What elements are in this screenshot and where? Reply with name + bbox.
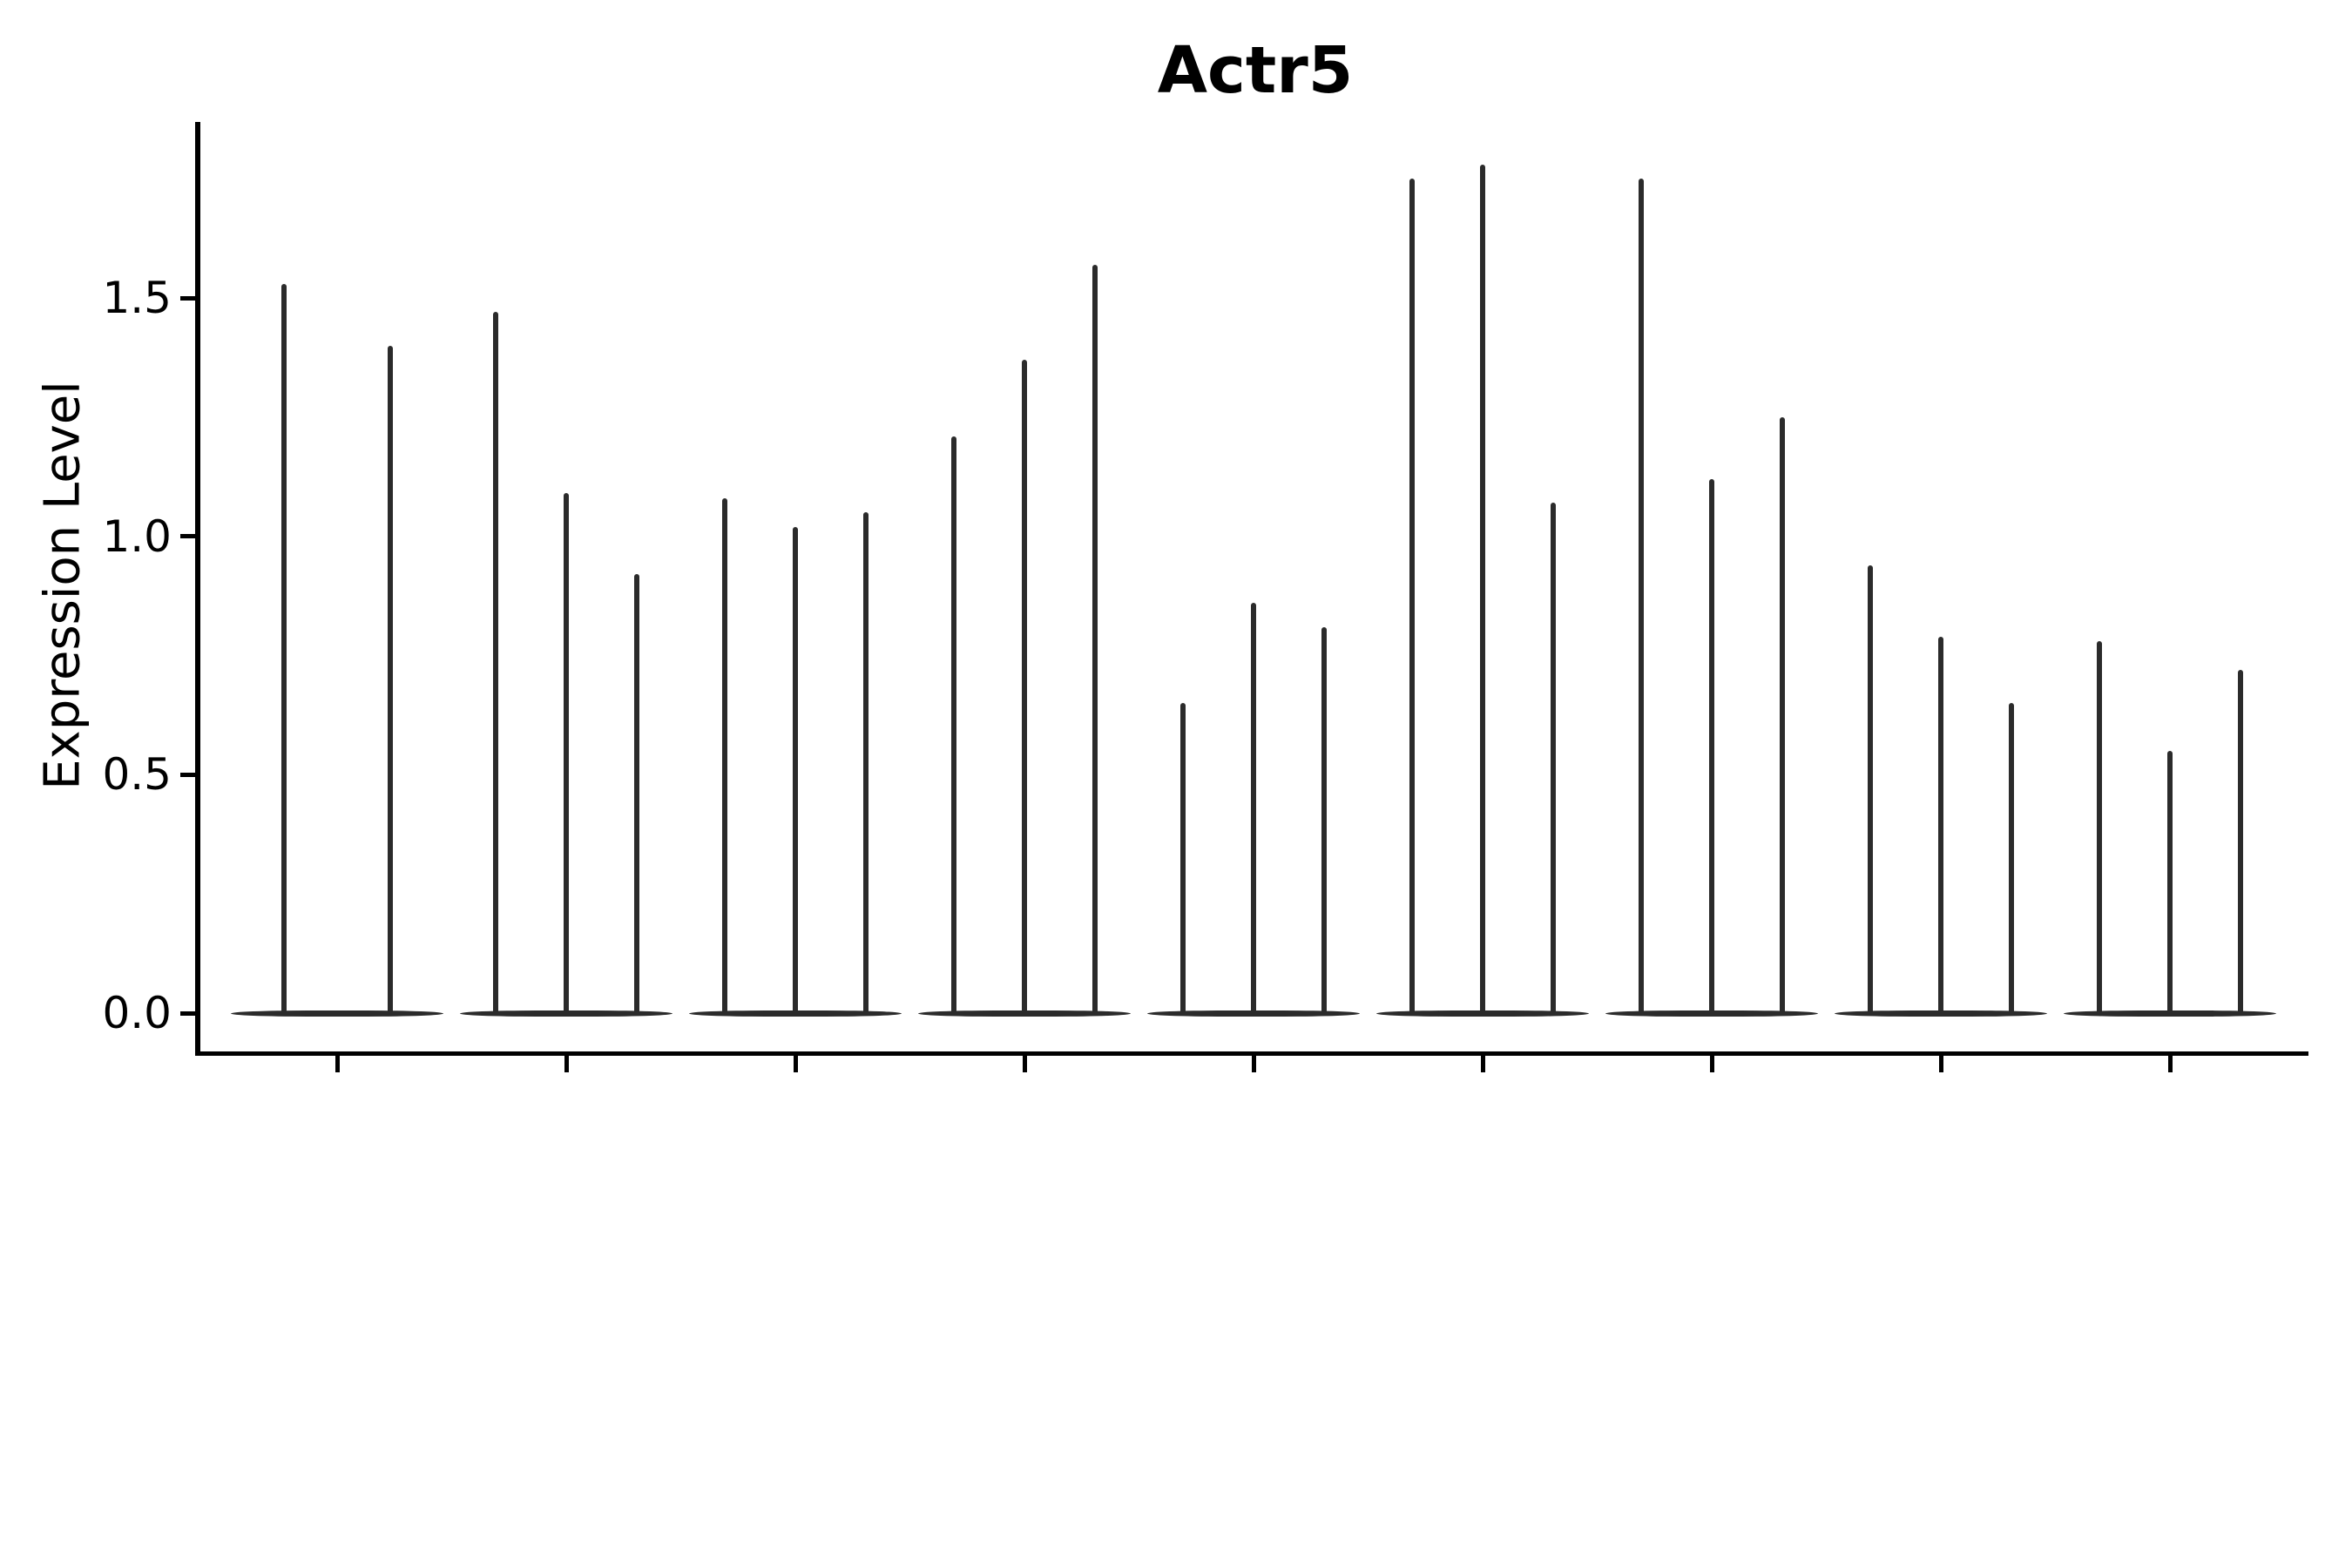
y-tick [180, 534, 198, 539]
chart-title: Actr5 [1157, 33, 1354, 108]
violin-spike [1251, 603, 1256, 1016]
y-tick-label: 0.0 [102, 988, 172, 1038]
violin-spike [1638, 179, 1644, 1016]
violin-spike [1409, 179, 1415, 1016]
violin-spike [793, 526, 798, 1016]
violin-spike [950, 436, 956, 1016]
violin-spike [388, 345, 393, 1016]
x-tick [564, 1053, 569, 1072]
x-tick [2167, 1053, 2173, 1072]
violin-spike [1321, 626, 1328, 1016]
y-axis-label: Expression Level [34, 381, 91, 790]
y-axis-spine [195, 122, 200, 1056]
violin-spike [1551, 503, 1557, 1016]
x-tick [793, 1053, 798, 1072]
violin-spike [721, 497, 727, 1016]
x-tick [1938, 1053, 1943, 1072]
violin-spike [492, 312, 498, 1016]
violin-spike [1938, 636, 1943, 1016]
violin-spike [1867, 564, 1873, 1016]
y-tick [180, 295, 198, 301]
violin-spike [2009, 703, 2015, 1016]
violin-spike [1709, 479, 1714, 1016]
violin-base-band [231, 1010, 443, 1017]
x-tick [335, 1053, 340, 1072]
y-tick-label: 0.5 [102, 749, 172, 801]
x-tick [1251, 1053, 1256, 1072]
violin-spike [1022, 360, 1027, 1016]
violin-spike [1179, 703, 1186, 1016]
y-tick-label: 1.0 [102, 510, 172, 562]
violin-spike [1780, 416, 1786, 1016]
violin-spike [281, 283, 287, 1016]
violin-spike [2167, 750, 2173, 1016]
violin-spike [634, 574, 640, 1016]
y-tick-label: 1.5 [102, 273, 172, 324]
y-tick [180, 772, 198, 777]
violin-spike [1092, 264, 1098, 1016]
x-tick [1709, 1053, 1714, 1072]
violin-spike [2096, 641, 2102, 1016]
x-tick [1022, 1053, 1027, 1072]
x-tick [1480, 1053, 1485, 1072]
violin-spike [863, 512, 869, 1016]
violin-spike [2238, 669, 2244, 1016]
violin-spike [564, 493, 569, 1016]
violin-spike [1480, 164, 1485, 1016]
y-tick [180, 1010, 198, 1016]
